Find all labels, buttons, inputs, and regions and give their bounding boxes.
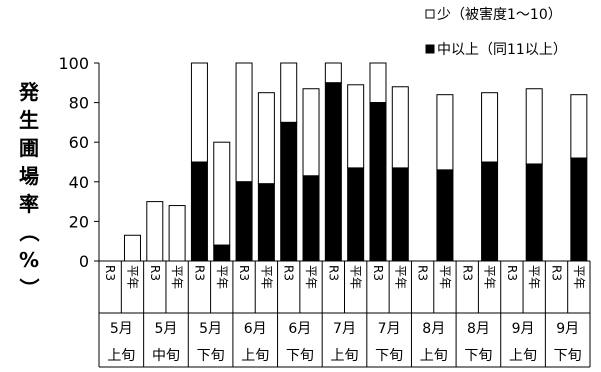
legend-label-light: 少（被害度1～10） bbox=[437, 7, 562, 23]
x-category-label: 5月 bbox=[154, 321, 177, 337]
x-category-label: 5月 bbox=[199, 321, 222, 337]
x-sub-label: R3 bbox=[550, 265, 564, 281]
x-sub-label: R3 bbox=[505, 265, 519, 281]
bar-heavy bbox=[369, 102, 387, 262]
x-sub-label: R3 bbox=[103, 265, 117, 281]
x-sub-label: 平年 bbox=[483, 265, 497, 289]
legend-swatch-heavy bbox=[425, 44, 435, 54]
y-tick-label: 80 bbox=[69, 94, 89, 113]
x-category-label: 7月 bbox=[378, 321, 401, 337]
x-category-label: 8月 bbox=[467, 321, 490, 337]
y-axis-label-char: 率 bbox=[19, 192, 39, 216]
y-axis-label-char: 圃 bbox=[19, 136, 39, 160]
x-category-label: 9月 bbox=[512, 321, 535, 337]
bar-light bbox=[436, 94, 454, 171]
bar-light bbox=[190, 62, 208, 163]
y-tick-label: 20 bbox=[69, 212, 89, 231]
x-sub-label: R3 bbox=[326, 265, 340, 281]
x-category-label: 下旬 bbox=[197, 348, 225, 364]
legend-label-heavy: 中以上（同11以上） bbox=[437, 42, 567, 58]
bar-light bbox=[369, 62, 387, 104]
x-sub-label: 平年 bbox=[170, 265, 184, 289]
x-category-label: 下旬 bbox=[554, 348, 582, 364]
x-sub-label: R3 bbox=[282, 265, 296, 281]
bar-light bbox=[302, 88, 320, 177]
y-axis-label-char: 発 bbox=[18, 80, 40, 104]
bar-light bbox=[324, 62, 342, 84]
x-sub-label: 平年 bbox=[349, 265, 363, 289]
y-axis-label-char: 場 bbox=[19, 164, 39, 188]
bar-light bbox=[481, 92, 499, 163]
x-category-label: 下旬 bbox=[464, 348, 492, 364]
x-sub-label: 平年 bbox=[215, 265, 229, 289]
x-category-label: 上旬 bbox=[241, 348, 269, 364]
y-axis-label-char: 生 bbox=[19, 108, 39, 132]
bar-light bbox=[235, 62, 253, 183]
bar-heavy bbox=[190, 161, 208, 262]
x-sub-label: R3 bbox=[460, 265, 474, 281]
bar-heavy bbox=[235, 181, 253, 262]
x-sub-label: 平年 bbox=[304, 265, 318, 289]
x-category-label: 下旬 bbox=[286, 348, 314, 364]
bar-light bbox=[168, 205, 186, 262]
bar-heavy bbox=[481, 161, 499, 262]
x-category-label: 9月 bbox=[556, 321, 579, 337]
bar-light bbox=[123, 234, 141, 262]
bar-light bbox=[347, 84, 365, 169]
y-tick-label: 60 bbox=[69, 133, 89, 152]
bar-light bbox=[257, 92, 275, 185]
x-sub-label: 平年 bbox=[438, 265, 452, 289]
x-category-label: 6月 bbox=[288, 321, 311, 337]
bar-light bbox=[570, 94, 588, 159]
x-sub-label: 平年 bbox=[259, 265, 273, 289]
y-axis-label-char: % bbox=[19, 248, 39, 272]
x-sub-label: 平年 bbox=[393, 265, 407, 289]
legend-swatch-light bbox=[425, 9, 435, 19]
plot-area: 0 20 40 60 80 100 bbox=[58, 54, 590, 271]
bar-heavy bbox=[257, 183, 275, 262]
x-sub-label: R3 bbox=[237, 265, 251, 281]
bar-light bbox=[213, 141, 231, 246]
bar-heavy bbox=[436, 169, 454, 262]
x-category-label: 上旬 bbox=[331, 348, 359, 364]
x-category-label: 下旬 bbox=[375, 348, 403, 364]
y-tick-label: 0 bbox=[79, 252, 89, 271]
x-category-label: 上旬 bbox=[107, 348, 135, 364]
x-category-label: 7月 bbox=[333, 321, 356, 337]
bar-light bbox=[280, 62, 298, 123]
bar-light bbox=[391, 86, 409, 169]
legend: 少（被害度1～10） 中以上（同11以上） bbox=[425, 7, 567, 58]
bar-heavy bbox=[525, 163, 543, 262]
x-category-label: 8月 bbox=[422, 321, 445, 337]
x-category-label: 上旬 bbox=[420, 348, 448, 364]
x-sub-label: R3 bbox=[148, 265, 162, 281]
x-sub-label: R3 bbox=[192, 265, 206, 281]
bar-heavy bbox=[302, 175, 320, 262]
x-category-label: 上旬 bbox=[509, 348, 537, 364]
x-sub-label: 平年 bbox=[527, 265, 541, 289]
bar-light bbox=[146, 201, 164, 262]
bar-heavy bbox=[347, 167, 365, 262]
x-sub-label: R3 bbox=[416, 265, 430, 281]
x-category-label: 5月 bbox=[110, 321, 133, 337]
bar-heavy bbox=[324, 82, 342, 262]
bar-heavy bbox=[280, 121, 298, 262]
x-sub-label: 平年 bbox=[572, 265, 586, 289]
y-axis-label-char: ） bbox=[17, 278, 41, 298]
bar-heavy bbox=[570, 157, 588, 262]
bar-light bbox=[525, 88, 543, 165]
bar-heavy bbox=[391, 167, 409, 262]
y-tick-label: 40 bbox=[69, 173, 89, 192]
x-sub-label: 平年 bbox=[125, 265, 139, 289]
y-tick-label: 100 bbox=[58, 54, 89, 73]
y-axis-label-char: （ bbox=[17, 222, 41, 242]
x-sub-label: R3 bbox=[371, 265, 385, 281]
x-category-label: 中旬 bbox=[152, 348, 180, 364]
bar-heavy bbox=[213, 244, 231, 262]
x-category-label: 6月 bbox=[244, 321, 267, 337]
